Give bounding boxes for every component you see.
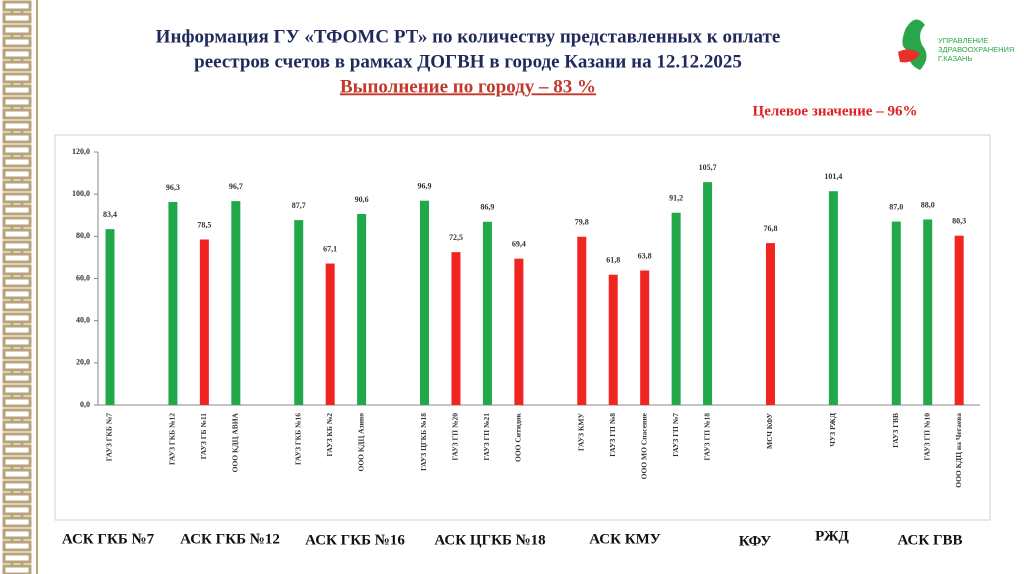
bar <box>451 252 461 405</box>
value-label: 90,6 <box>355 195 369 204</box>
group-label: АСК ГКБ №12 <box>180 531 280 547</box>
y-tick-label: 60,0 <box>76 273 90 282</box>
value-label: 101,4 <box>824 172 842 181</box>
x-tick-label: ООО КДЦ АВИА <box>231 412 240 472</box>
bar <box>168 201 178 405</box>
x-tick-label: ГАУЗ ЦГКБ №18 <box>419 413 428 471</box>
title: Информация ГУ «ТФОМС РТ» по количеству п… <box>156 26 781 47</box>
value-label: 87,7 <box>292 201 306 210</box>
x-tick-label: ГАУЗ ГБ №11 <box>199 413 208 459</box>
y-tick-label: 80,0 <box>76 231 90 240</box>
bar <box>640 270 650 405</box>
value-label: 63,8 <box>638 251 652 260</box>
bar <box>231 201 241 405</box>
y-tick-label: 0,0 <box>80 400 90 409</box>
value-label: 78,5 <box>197 220 211 229</box>
x-tick-label: ЧУЗ РЖД <box>828 412 837 446</box>
x-tick-label: ГАУЗ ГП №10 <box>922 413 931 461</box>
bar <box>608 274 618 405</box>
value-label: 61,8 <box>606 256 620 265</box>
value-label: 96,7 <box>229 182 243 191</box>
value-label: 80,3 <box>952 217 966 226</box>
bar <box>420 200 430 405</box>
x-tick-label: ГАУЗ ГП №7 <box>671 413 680 457</box>
bar <box>325 263 335 405</box>
group-label: АСК КМУ <box>589 531 661 547</box>
x-tick-label: ООО КДЦ на Чегаева <box>954 413 963 488</box>
bar <box>923 219 933 405</box>
y-tick-label: 40,0 <box>76 315 90 324</box>
group-label: КФУ <box>739 533 772 549</box>
y-tick-label: 20,0 <box>76 358 90 367</box>
x-tick-label: МСЧ КФУ <box>765 413 774 449</box>
logo-text: ЗДРАВООХРАНЕНИЯ <box>938 45 1014 54</box>
value-label: 96,9 <box>418 182 432 191</box>
bar <box>105 229 115 405</box>
bar <box>765 243 775 405</box>
value-label: 76,8 <box>763 224 777 233</box>
bar <box>828 191 838 405</box>
x-tick-label: ГАУЗ ГП №21 <box>482 413 491 461</box>
x-tick-label: ГАУЗ ГП №18 <box>702 413 711 461</box>
group-label: АСК ГКБ №16 <box>305 532 405 548</box>
group-label: АСК ЦГКБ №18 <box>434 532 545 548</box>
value-label: 88,0 <box>921 200 935 209</box>
value-label: 91,2 <box>669 194 683 203</box>
subtitle: Выполнение по городу – 83 % <box>340 76 596 97</box>
x-tick-label: ГАУЗ ГП №8 <box>608 413 617 457</box>
logo-text: Г.КАЗАНЬ <box>938 54 972 63</box>
x-tick-label: ГАУЗ ГВВ <box>891 413 900 448</box>
x-tick-label: ООО Ситидок <box>514 412 523 462</box>
x-tick-label: ГАУЗ КБ №2 <box>325 413 334 457</box>
title: реестров счетов в рамках ДОГВН в городе … <box>194 51 742 72</box>
bar <box>954 235 964 405</box>
bar <box>891 221 901 405</box>
group-label: АСК ГКБ №7 <box>62 531 155 547</box>
value-label: 96,3 <box>166 183 180 192</box>
bar <box>199 239 209 405</box>
bar <box>482 221 492 405</box>
bar <box>703 182 713 405</box>
group-label: АСК ГВВ <box>897 532 962 548</box>
bar <box>671 212 681 405</box>
x-tick-label: ООО МО Спасение <box>639 412 648 479</box>
bar <box>294 220 304 405</box>
bar <box>577 236 587 405</box>
annotation: Целевое значение – 96% <box>753 103 918 119</box>
value-label: 86,9 <box>480 203 494 212</box>
bar <box>357 213 367 405</box>
value-label: 105,7 <box>699 163 717 172</box>
value-label: 83,4 <box>103 210 117 219</box>
x-tick-label: ГАУЗ ГКБ №16 <box>293 413 302 465</box>
x-tick-label: ООО КДЦ Азино <box>356 413 365 472</box>
logo <box>898 19 927 71</box>
y-tick-label: 120,0 <box>72 147 90 156</box>
ornament-border <box>0 0 36 574</box>
bar <box>514 258 524 405</box>
value-label: 69,4 <box>512 240 526 249</box>
x-tick-label: ГАУЗ ГКБ №12 <box>168 413 177 465</box>
value-label: 87,0 <box>889 202 903 211</box>
y-tick-label: 100,0 <box>72 189 90 198</box>
value-label: 67,1 <box>323 244 337 253</box>
value-label: 72,5 <box>449 233 463 242</box>
value-label: 79,8 <box>575 218 589 227</box>
group-label: РЖД <box>815 528 849 544</box>
logo-text: УПРАВЛЕНИЕ <box>938 36 988 45</box>
x-tick-label: ГАУЗ ГКБ №7 <box>105 413 114 462</box>
x-tick-label: ГАУЗ КМУ <box>576 413 585 451</box>
x-tick-label: ГАУЗ ГП №20 <box>451 413 460 461</box>
